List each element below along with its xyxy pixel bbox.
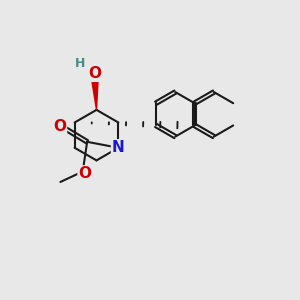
Polygon shape [92,82,98,110]
Text: O: O [88,66,101,81]
Text: O: O [53,118,66,134]
Text: H: H [75,57,85,70]
Text: N: N [112,140,125,155]
Text: O: O [79,167,92,182]
